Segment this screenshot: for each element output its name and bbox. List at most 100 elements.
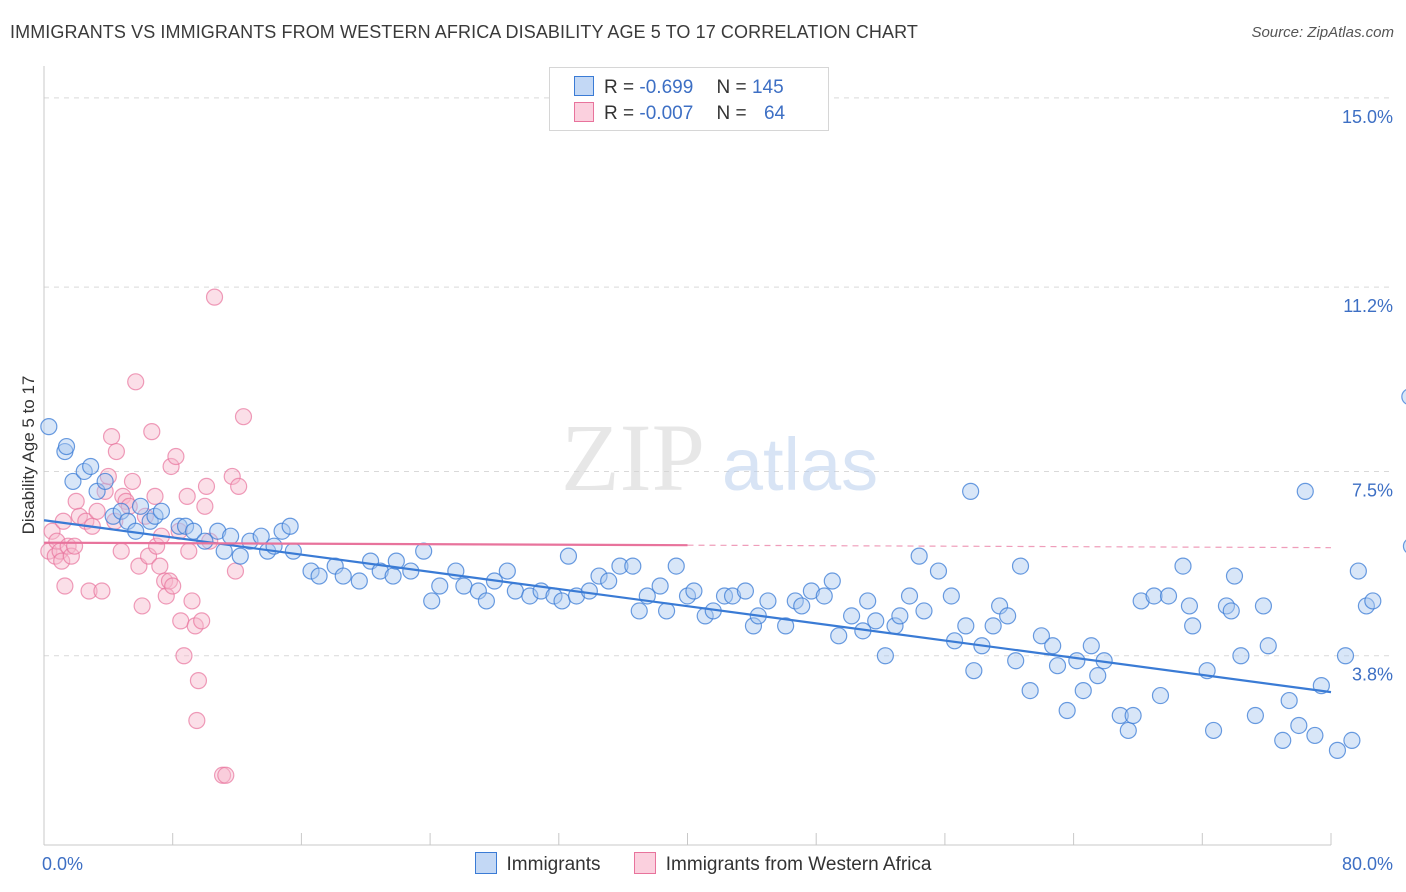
data-point-western-africa	[146, 487, 164, 505]
data-point-western-africa	[136, 507, 154, 525]
data-point-western-africa	[127, 373, 145, 391]
data-point-immigrants	[759, 592, 777, 610]
data-point-western-africa	[193, 612, 211, 630]
data-point-immigrants	[1180, 597, 1199, 615]
legend-r-value: -0.007	[639, 103, 694, 124]
grid-lines	[44, 97, 1392, 657]
data-point-western-africa	[167, 447, 185, 466]
data-point-immigrants	[1402, 539, 1406, 553]
data-point-immigrants	[384, 567, 402, 585]
data-point-immigrants	[310, 567, 328, 585]
data-point-immigrants	[842, 607, 861, 625]
correlation-legend: R = -0.699 N = 145 R = -0.007 N = 64	[549, 67, 829, 131]
data-point-immigrants	[553, 592, 571, 610]
data-point-immigrants	[1021, 682, 1039, 700]
data-point-immigrants	[387, 552, 405, 570]
series-western-africa-points	[40, 288, 253, 784]
data-point-immigrants	[600, 572, 618, 590]
data-point-western-africa	[226, 562, 245, 580]
data-point-western-africa	[133, 597, 151, 615]
data-point-western-africa	[102, 427, 121, 446]
data-point-immigrants	[962, 482, 980, 500]
data-point-immigrants	[900, 587, 919, 605]
y-tick-label: 7.5%	[1352, 480, 1393, 500]
watermark-atlas: atlas	[722, 423, 878, 506]
data-point-immigrants	[1132, 592, 1150, 610]
data-point-immigrants	[1111, 706, 1129, 725]
data-point-western-africa	[123, 472, 142, 491]
data-point-immigrants	[651, 577, 669, 595]
data-point-immigrants	[1151, 686, 1170, 705]
data-point-western-africa	[196, 497, 214, 515]
data-point-western-africa	[53, 552, 71, 570]
data-point-immigrants	[723, 587, 742, 605]
data-point-immigrants	[1364, 592, 1382, 610]
data-point-immigrants	[559, 547, 578, 565]
legend-swatch-pink	[633, 852, 656, 874]
data-point-immigrants	[1058, 701, 1076, 720]
data-point-immigrants	[630, 602, 648, 620]
data-point-immigrants	[334, 567, 352, 585]
data-point-immigrants	[1174, 557, 1192, 575]
data-point-immigrants	[859, 592, 877, 610]
data-point-immigrants	[1296, 482, 1314, 500]
data-point-western-africa	[143, 423, 161, 441]
data-point-immigrants	[1217, 597, 1236, 615]
data-point-immigrants	[423, 592, 441, 610]
y-axis-label: Disability Age 5 to 17	[19, 376, 38, 535]
data-point-western-africa	[114, 487, 132, 505]
source-credit: Source: ZipAtlas.com	[1251, 24, 1394, 41]
data-point-western-africa	[112, 542, 130, 560]
data-point-immigrants	[284, 542, 302, 560]
data-point-western-africa	[189, 672, 208, 690]
data-point-western-africa	[88, 502, 106, 520]
data-point-immigrants	[876, 647, 894, 665]
data-point-immigrants	[984, 617, 1002, 635]
data-point-immigrants	[1290, 716, 1308, 735]
legend-item-western-africa: Immigrants from Western Africa	[633, 852, 932, 876]
data-point-immigrants	[152, 502, 171, 520]
data-point-western-africa	[164, 577, 182, 595]
data-point-immigrants	[1032, 627, 1051, 645]
data-point-immigrants	[431, 577, 449, 595]
legend-label: Immigrants from Western Africa	[665, 854, 932, 875]
axes	[43, 66, 1332, 846]
data-point-western-africa	[180, 542, 198, 560]
data-point-immigrants	[1232, 647, 1250, 665]
data-point-western-africa	[188, 711, 206, 730]
data-point-immigrants	[1328, 741, 1347, 759]
data-point-western-africa	[80, 582, 98, 600]
data-point-immigrants	[1074, 682, 1092, 700]
data-point-western-africa	[151, 557, 169, 575]
data-point-immigrants	[942, 587, 960, 605]
legend-r-label: R =	[604, 77, 635, 98]
data-point-western-africa	[56, 577, 74, 595]
data-point-western-africa	[223, 467, 241, 486]
data-point-immigrants	[1274, 731, 1292, 750]
data-point-immigrants	[231, 547, 249, 565]
data-point-western-africa	[230, 477, 248, 496]
data-point-immigrants	[1048, 657, 1067, 675]
chart-title: IMMIGRANTS VS IMMIGRANTS FROM WESTERN AF…	[10, 22, 918, 42]
data-point-immigrants	[929, 562, 948, 580]
data-point-immigrants	[957, 617, 975, 635]
data-point-immigrants	[222, 527, 240, 545]
data-point-immigrants	[915, 602, 933, 620]
data-point-immigrants	[96, 472, 114, 491]
legend-n-label: N =	[716, 77, 747, 98]
legend-row-western-africa: R = -0.007 N = 64	[574, 102, 785, 126]
data-point-immigrants	[1222, 602, 1240, 620]
data-point-immigrants	[112, 502, 130, 520]
data-point-immigrants	[1044, 637, 1062, 655]
trend-line-immigrants	[43, 519, 1332, 694]
data-point-western-africa	[178, 487, 196, 505]
legend-n-value: 64	[763, 103, 786, 124]
data-point-immigrants	[777, 617, 795, 635]
trend-line-western-africa-extension	[687, 544, 1332, 549]
data-point-immigrants	[1336, 647, 1355, 665]
data-point-immigrants	[1119, 721, 1137, 740]
data-point-immigrants	[64, 472, 82, 491]
legend-r-label: R =	[604, 103, 635, 124]
data-point-immigrants	[1306, 726, 1324, 745]
data-point-immigrants	[477, 592, 496, 610]
